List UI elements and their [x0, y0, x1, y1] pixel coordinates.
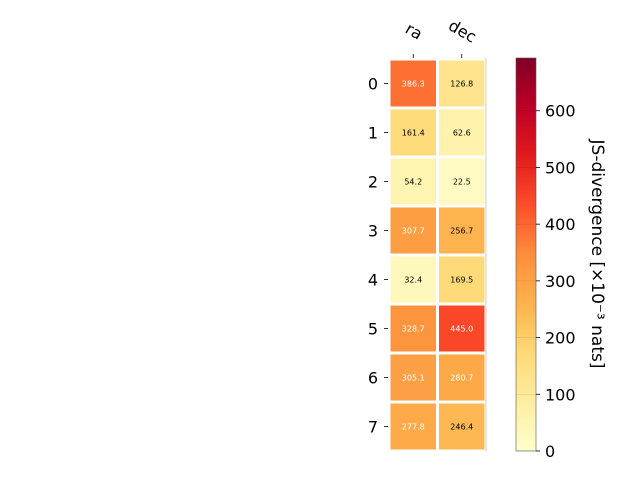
colorbar-tick-label: 600 [545, 102, 576, 121]
row-label: 0 [368, 75, 378, 94]
row-label: 2 [368, 173, 378, 192]
colorbar-tick-label: 500 [545, 158, 576, 177]
cell-value-label: 126.8 [450, 80, 473, 89]
colorbar-ticks: 0 100 200 300 400 500 600 [516, 102, 576, 461]
column-labels: ra dec [402, 16, 480, 58]
cell-value-label: 305.1 [402, 374, 425, 383]
cell-value-label: 246.4 [450, 423, 473, 432]
row-label: 1 [368, 124, 378, 143]
colorbar-tick-label: 400 [545, 215, 576, 234]
row-label: 7 [368, 418, 378, 437]
colorbar-tick-label: 0 [545, 442, 555, 461]
cell-value-label: 169.5 [450, 276, 473, 285]
row-label: 3 [368, 222, 378, 241]
cell-value-label: 22.5 [453, 178, 471, 187]
cell-value-label: 328.7 [402, 325, 425, 334]
column-label: ra [402, 19, 426, 44]
heatmap-cell [390, 158, 436, 205]
cell-value-label: 32.4 [404, 276, 422, 285]
heatmap-cell [390, 354, 436, 401]
heatmap-cell [439, 403, 485, 450]
heatmap-cell [390, 109, 436, 156]
row-label: 4 [368, 271, 378, 290]
heatmap-cell [390, 403, 436, 450]
cell-value-label: 62.6 [453, 129, 471, 138]
heatmap-cell [390, 207, 436, 254]
colorbar [515, 57, 537, 452]
cell-value-label: 280.7 [450, 374, 473, 383]
cell-value-label: 307.7 [402, 227, 425, 236]
cell-value-label: 386.3 [402, 80, 425, 89]
colorbar-tick-label: 100 [545, 385, 576, 404]
colorbar-tick-label: 200 [545, 329, 576, 348]
cell-value-label: 277.8 [402, 423, 425, 432]
heatmap-cell [390, 256, 436, 303]
heatmap-cell [439, 256, 485, 303]
heatmap-cell [390, 305, 436, 352]
heatmap-cell [439, 109, 485, 156]
row-label: 5 [368, 320, 378, 339]
column-label: dec [445, 16, 479, 47]
heatmap-cell [390, 60, 436, 107]
colorbar-tick-label: 300 [545, 272, 576, 291]
heatmap-cell [439, 305, 485, 352]
cell-value-label: 161.4 [402, 129, 425, 138]
heatmap-cell [439, 158, 485, 205]
heatmap-cell [439, 60, 485, 107]
heatmap-cell [439, 354, 485, 401]
cell-value-label: 256.7 [450, 227, 473, 236]
heatmap-cell [439, 207, 485, 254]
row-labels: 0 1 2 3 4 5 6 7 [368, 75, 388, 437]
cell-value-label: 54.2 [404, 178, 422, 187]
colorbar-label: JS-divergence [×10⁻³ nats] [587, 139, 607, 369]
cell-value-label: 445.0 [450, 325, 473, 334]
heatmap-cells: 386.3 126.8 161.4 62.6 54.2 22.5 307.7 256.7 32.… [390, 58, 487, 451]
row-label: 6 [368, 369, 378, 388]
